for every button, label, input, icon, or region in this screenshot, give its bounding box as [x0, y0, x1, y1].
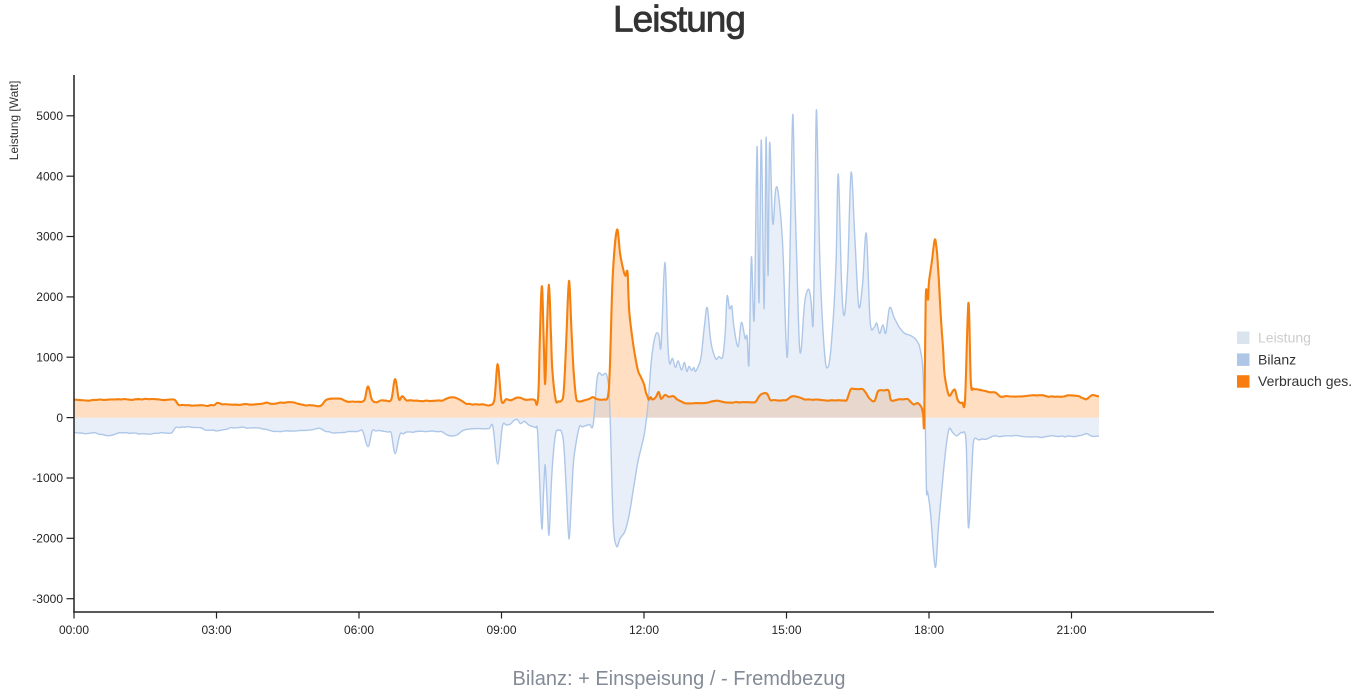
svg-text:18:00: 18:00	[914, 623, 944, 637]
svg-text:-3000: -3000	[32, 592, 63, 606]
svg-text:4000: 4000	[36, 169, 63, 183]
svg-text:Bilanz: + Einspeisung / - Frem: Bilanz: + Einspeisung / - Fremdbezug	[513, 668, 846, 690]
svg-text:00:00: 00:00	[59, 623, 89, 637]
svg-text:Leistung: Leistung	[1258, 330, 1311, 346]
svg-text:-2000: -2000	[32, 532, 63, 546]
svg-text:5000: 5000	[36, 109, 63, 123]
svg-text:Leistung [Watt]: Leistung [Watt]	[7, 81, 21, 161]
svg-text:-1000: -1000	[32, 471, 63, 485]
svg-text:3000: 3000	[36, 230, 63, 244]
svg-text:09:00: 09:00	[486, 623, 516, 637]
svg-text:2000: 2000	[36, 290, 63, 304]
svg-text:0: 0	[56, 411, 63, 425]
svg-text:Leistung: Leistung	[613, 0, 745, 40]
svg-text:06:00: 06:00	[344, 623, 374, 637]
svg-text:15:00: 15:00	[771, 623, 801, 637]
svg-text:1000: 1000	[36, 350, 63, 364]
svg-text:03:00: 03:00	[201, 623, 231, 637]
svg-text:Bilanz: Bilanz	[1258, 351, 1296, 367]
svg-text:Verbrauch ges.: Verbrauch ges.	[1258, 373, 1352, 389]
svg-text:21:00: 21:00	[1056, 623, 1086, 637]
svg-text:12:00: 12:00	[629, 623, 659, 637]
